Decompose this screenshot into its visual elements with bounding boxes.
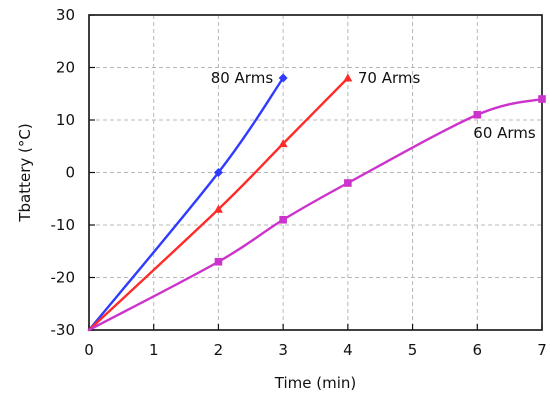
x-tick-label: 2 xyxy=(214,341,224,359)
series-line-80-arms xyxy=(87,76,285,332)
y-tick-label: -30 xyxy=(51,321,76,339)
series-70-arms-data-point xyxy=(278,139,288,148)
x-tick-label: 3 xyxy=(278,341,288,359)
series-80-arms-data-point xyxy=(213,168,223,177)
grid-layer xyxy=(89,15,542,330)
series-60-arms-data-point xyxy=(344,179,352,187)
x-tick-label: 5 xyxy=(408,341,418,359)
x-tick-label: 0 xyxy=(84,341,94,359)
y-tick-label: 10 xyxy=(56,111,75,129)
series-70-arms-data-point xyxy=(213,204,223,213)
series-layer xyxy=(87,73,546,332)
series-80-arms-data-point xyxy=(278,73,288,83)
label-layer: 0 1 2 3 4 5 6 7 -30 -20 -10 0 10 20 30 80 Arms 70 Arms 60… xyxy=(51,6,547,359)
series-60-arms-data-point xyxy=(538,95,546,103)
series-60-arms xyxy=(87,95,546,332)
series-line-70-arms xyxy=(87,76,350,332)
y-tick-label: -10 xyxy=(51,216,76,234)
axes-layer xyxy=(88,14,543,331)
series-label-80-arms: 80 Arms xyxy=(211,69,274,87)
series-label-70-arms: 70 Arms xyxy=(358,69,421,87)
x-tick-label: 1 xyxy=(149,341,159,359)
y-axis-title: Tbattery (°C) xyxy=(16,123,34,222)
x-tick-label: 7 xyxy=(537,341,547,359)
series-70-arms xyxy=(87,73,353,332)
series-60-arms-data-point xyxy=(279,215,287,224)
x-tick-label: 4 xyxy=(343,341,353,359)
series-60-arms-data-point xyxy=(473,110,482,119)
series-label-60-arms: 60 Arms xyxy=(473,124,536,142)
y-tick-label: 0 xyxy=(65,164,75,182)
series-80-arms xyxy=(87,73,288,332)
x-axis-title: Time (min) xyxy=(274,374,356,392)
series-70-arms-data-point xyxy=(343,73,353,82)
series-60-arms-data-point xyxy=(214,257,223,266)
y-tick-label: 30 xyxy=(56,6,75,24)
y-tick-label: 20 xyxy=(56,59,75,77)
x-tick-label: 6 xyxy=(473,341,483,359)
y-tick-label: -20 xyxy=(51,269,76,287)
